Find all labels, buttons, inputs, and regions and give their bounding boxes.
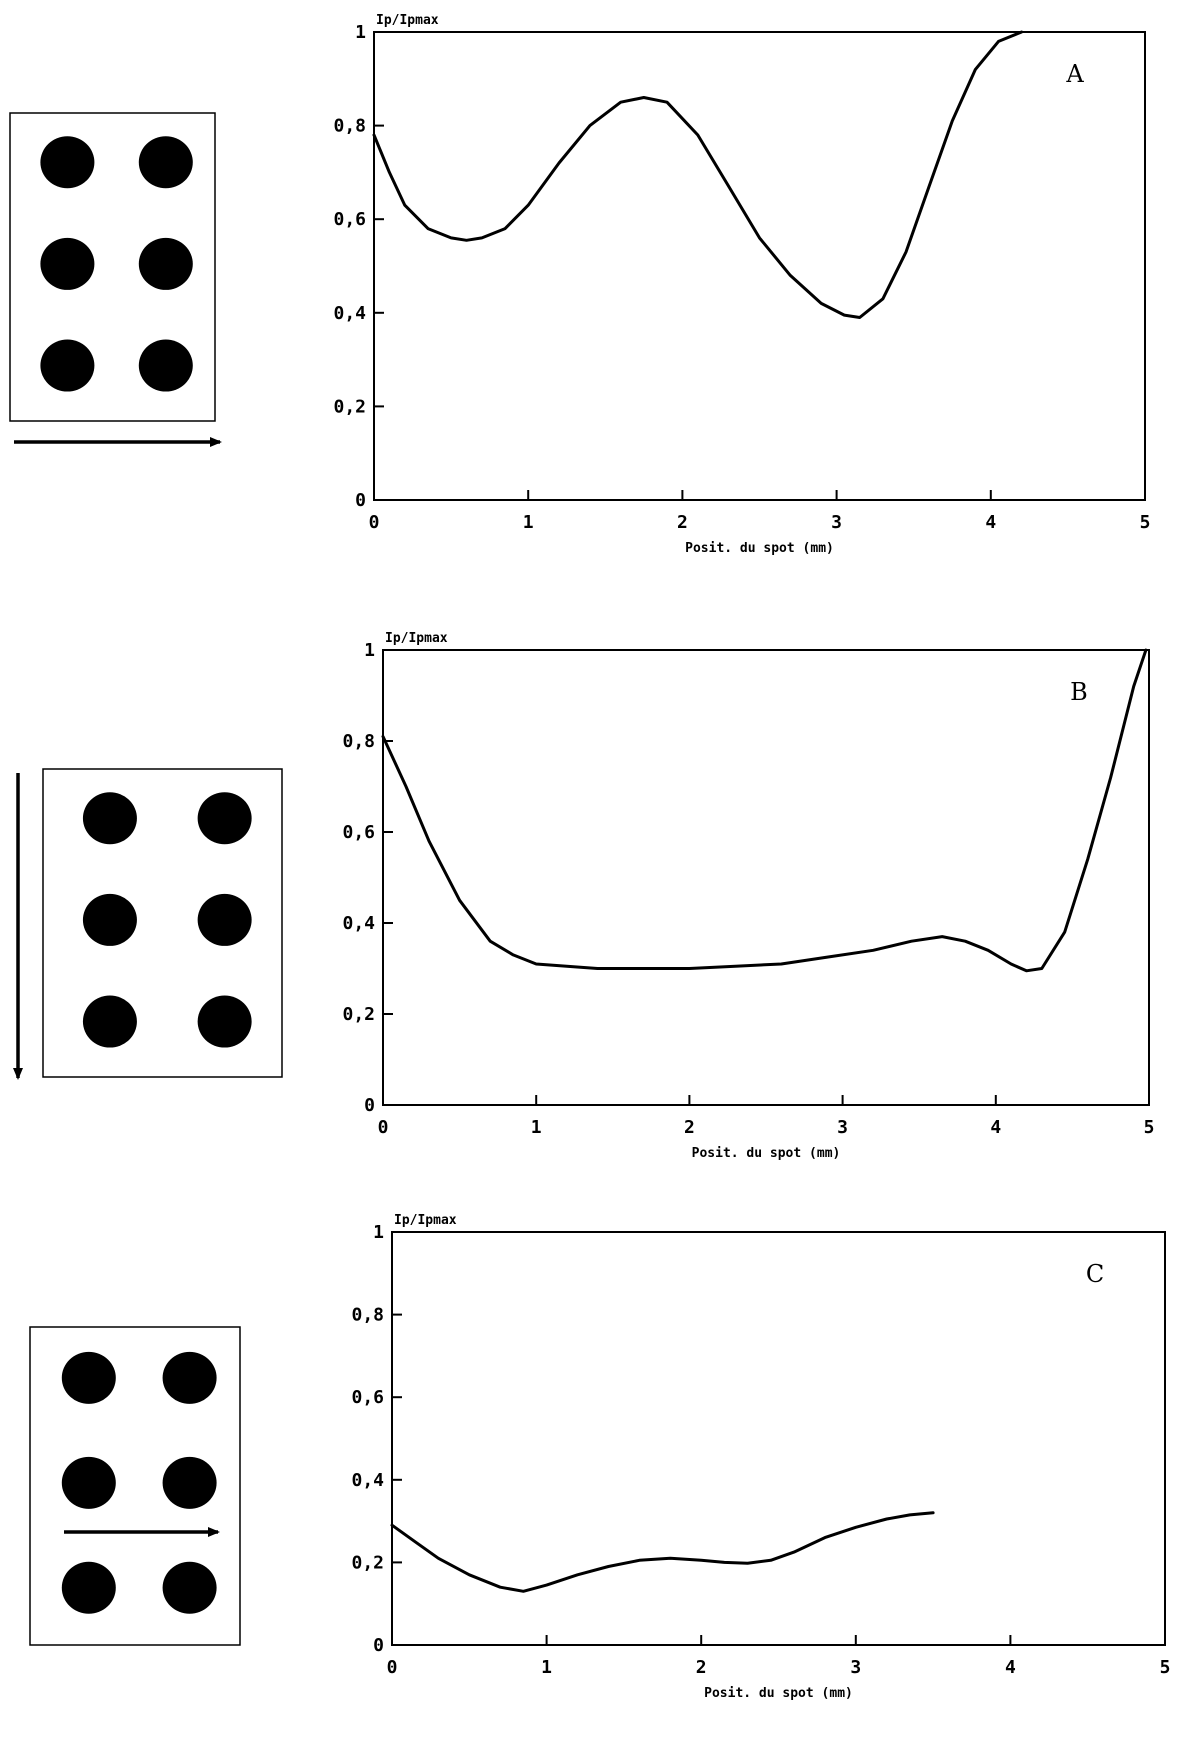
schematic-a	[9, 112, 222, 447]
y-tick-label: 0,2	[351, 1552, 384, 1573]
x-axis-title: Posit. du spot (mm)	[704, 1686, 853, 1701]
plot-frame	[391, 1231, 1166, 1646]
x-axis-title: Posit. du spot (mm)	[692, 1146, 841, 1161]
chart-panel-b: 0 1 2 3 4 5 0 0,2 0,4 0,6 0,8 1 Ip/Ipmax Posit. du sp…	[342, 631, 1154, 1161]
x-tick-label: 2	[677, 512, 688, 533]
schematic-dot	[61, 1351, 116, 1404]
schematic-dot	[162, 1456, 217, 1509]
schematic-dot	[138, 237, 193, 290]
x-tick-label: 2	[684, 1117, 695, 1138]
schematic-dot	[197, 893, 252, 946]
x-tick-label: 1	[531, 1117, 542, 1138]
schematic-dot	[82, 792, 137, 845]
x-tick-label: 1	[541, 1657, 552, 1678]
plot-frame	[382, 649, 1150, 1106]
schematic-dot	[61, 1456, 116, 1509]
x-tick-label: 0	[378, 1117, 389, 1138]
x-tick-label: 0	[369, 512, 380, 533]
y-tick-label: 0,4	[342, 913, 375, 934]
x-tick-label: 0	[387, 1657, 398, 1678]
y-axis-title: Ip/Ipmax	[376, 13, 439, 28]
x-tick-label: 5	[1140, 512, 1151, 533]
y-tick-label: 0	[373, 1635, 384, 1656]
schematic-dot	[138, 339, 193, 392]
x-tick-label: 4	[1005, 1657, 1016, 1678]
x-tick-label: 4	[990, 1117, 1001, 1138]
series-line	[390, 1511, 935, 1593]
y-tick-label: 1	[355, 22, 366, 43]
x-tick-label: 2	[696, 1657, 707, 1678]
schematic-dot	[40, 237, 95, 290]
chart-panel-a: 0 1 2 3 4 5 0 0,2 0,4 0,6 0,8 1 Ip/Ipmax Posit. du sp…	[333, 13, 1150, 556]
schematic-dot	[197, 995, 252, 1048]
panel-letter: C	[1086, 1260, 1104, 1288]
x-tick-label: 3	[837, 1117, 848, 1138]
x-tick-label: 3	[831, 512, 842, 533]
schematic-dot	[40, 339, 95, 392]
schematic-dot	[40, 136, 95, 189]
y-tick-label: 0,8	[351, 1305, 384, 1326]
schematic-dot	[138, 136, 193, 189]
schematic-dot	[162, 1351, 217, 1404]
panel-letter: B	[1070, 678, 1088, 706]
y-tick-label: 1	[364, 640, 375, 661]
y-tick-label: 0	[355, 490, 366, 511]
y-tick-label: 0,8	[333, 116, 366, 137]
chart-panel-c: 0 1 2 3 4 5 0 0,2 0,4 0,6 0,8 1 Ip/Ipmax Posit. du sp…	[351, 1213, 1170, 1701]
y-tick-label: 0,2	[342, 1004, 375, 1025]
y-tick-label: 0	[364, 1095, 375, 1116]
y-tick-label: 0,6	[342, 822, 375, 843]
plot-frame	[373, 31, 1146, 501]
schematic-dot	[82, 995, 137, 1048]
panel-letter: A	[1065, 60, 1084, 88]
schematic-b	[13, 768, 283, 1080]
y-tick-label: 1	[373, 1222, 384, 1243]
x-tick-label: 5	[1144, 1117, 1155, 1138]
y-axis-title: Ip/Ipmax	[385, 631, 448, 646]
schematic-dot	[82, 893, 137, 946]
y-tick-label: 0,8	[342, 731, 375, 752]
x-tick-label: 3	[850, 1657, 861, 1678]
schematic-c	[29, 1326, 241, 1646]
x-tick-label: 1	[523, 512, 534, 533]
x-tick-label: 4	[985, 512, 996, 533]
x-tick-label: 5	[1160, 1657, 1171, 1678]
series-line	[372, 30, 1024, 319]
y-tick-label: 0,6	[351, 1387, 384, 1408]
schematic-dot	[61, 1561, 116, 1614]
schematic-dot	[197, 792, 252, 845]
x-axis-title: Posit. du spot (mm)	[685, 541, 834, 556]
y-tick-label: 0,2	[333, 396, 366, 417]
y-tick-label: 0,4	[333, 303, 366, 324]
schematic-dot	[162, 1561, 217, 1614]
series-line	[381, 648, 1148, 973]
y-tick-label: 0,4	[351, 1470, 384, 1491]
y-axis-title: Ip/Ipmax	[394, 1213, 457, 1228]
y-tick-label: 0,6	[333, 209, 366, 230]
